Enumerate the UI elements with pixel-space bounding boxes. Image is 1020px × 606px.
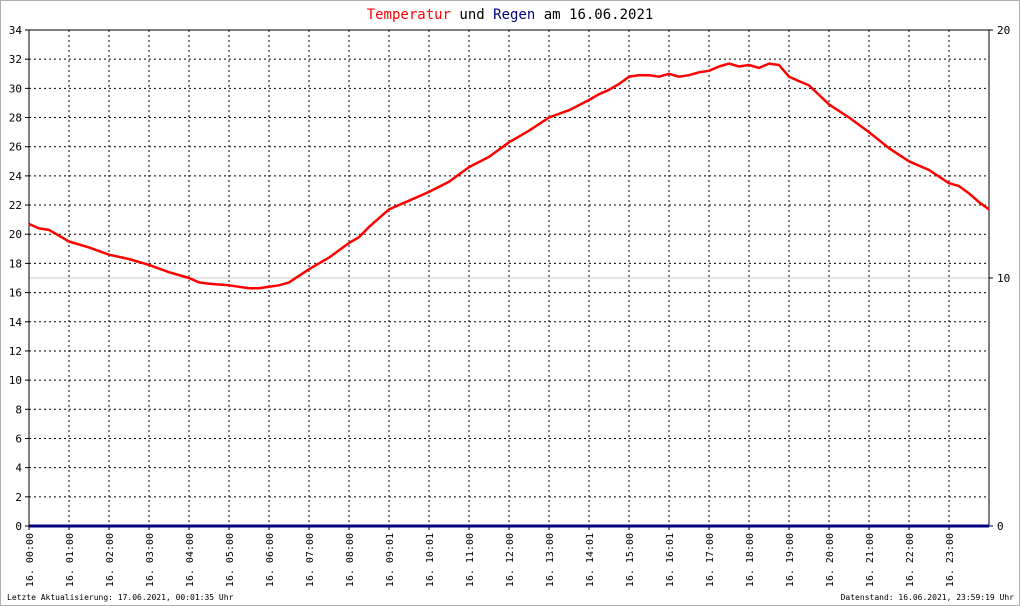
x-tick-label: 16. 21:00 [865, 533, 876, 587]
x-tick-label: 16. 13:00 [545, 533, 556, 587]
x-tick-label: 16. 01:00 [65, 533, 76, 587]
y-left-tick-label: 6 [15, 432, 22, 445]
x-tick-label: 16. 04:00 [185, 533, 196, 587]
x-tick-label: 16. 18:00 [745, 533, 756, 587]
y-left-tick-label: 34 [9, 24, 23, 37]
y-left-tick-label: 16 [9, 287, 22, 300]
y-left-tick-label: 12 [9, 345, 22, 358]
x-tick-label: 16. 17:00 [705, 533, 716, 587]
y-left-tick-label: 20 [9, 228, 22, 241]
x-tick-label: 16. 00:00 [25, 533, 36, 587]
x-tick-label: 16. 10:01 [425, 533, 436, 587]
y-left-tick-label: 24 [9, 170, 23, 183]
x-tick-label: 16. 05:00 [225, 533, 236, 587]
x-tick-label: 16. 06:00 [265, 533, 276, 587]
y-left-tick-label: 32 [9, 53, 22, 66]
x-tick-label: 16. 15:00 [625, 533, 636, 587]
y-right-tick-label: 20 [997, 24, 1010, 37]
x-tick-label: 16. 08:00 [345, 533, 356, 587]
y-left-tick-label: 0 [15, 520, 22, 533]
x-tick-label: 16. 22:00 [905, 533, 916, 587]
x-tick-label: 16. 16:01 [665, 533, 676, 587]
x-tick-label: 16. 19:00 [785, 533, 796, 587]
x-tick-label: 16. 02:00 [105, 533, 116, 587]
y-left-tick-label: 28 [9, 112, 22, 125]
data-status-text: Datenstand: 16.06.2021, 23:59:19 Uhr [840, 593, 1014, 602]
chart-title-part-1: und [451, 7, 493, 23]
x-tick-label: 16. 14:01 [585, 533, 596, 587]
y-left-tick-label: 14 [9, 316, 23, 329]
x-tick-label: 16. 23:00 [945, 533, 956, 587]
y-right-tick-label: 10 [997, 272, 1010, 285]
x-tick-label: 16. 07:00 [305, 533, 316, 587]
last-update-text: Letzte Aktualisierung: 17.06.2021, 00:01… [7, 593, 234, 602]
x-tick-label: 16. 20:00 [825, 533, 836, 587]
y-left-tick-label: 30 [9, 82, 22, 95]
x-tick-label: 16. 12:00 [505, 533, 516, 587]
y-left-tick-label: 2 [15, 491, 22, 504]
x-tick-label: 16. 11:00 [465, 533, 476, 587]
x-tick-label: 16. 03:00 [145, 533, 156, 587]
y-left-tick-label: 4 [15, 462, 22, 475]
y-left-tick-label: 10 [9, 374, 22, 387]
chart-title: Temperatur und Regen am 16.06.2021 [367, 7, 654, 23]
y-left-tick-label: 22 [9, 199, 22, 212]
y-left-tick-label: 8 [15, 403, 22, 416]
chart-title-part-2: Regen [493, 7, 535, 23]
chart-title-part-3: am 16.06.2021 [535, 7, 653, 23]
y-right-tick-label: 0 [997, 520, 1004, 533]
y-left-tick-label: 18 [9, 257, 22, 270]
x-tick-label: 16. 09:01 [385, 533, 396, 587]
chart-title-part-0: Temperatur [367, 7, 451, 23]
y-left-tick-label: 26 [9, 141, 22, 154]
series-line-temperatur [28, 62, 990, 290]
